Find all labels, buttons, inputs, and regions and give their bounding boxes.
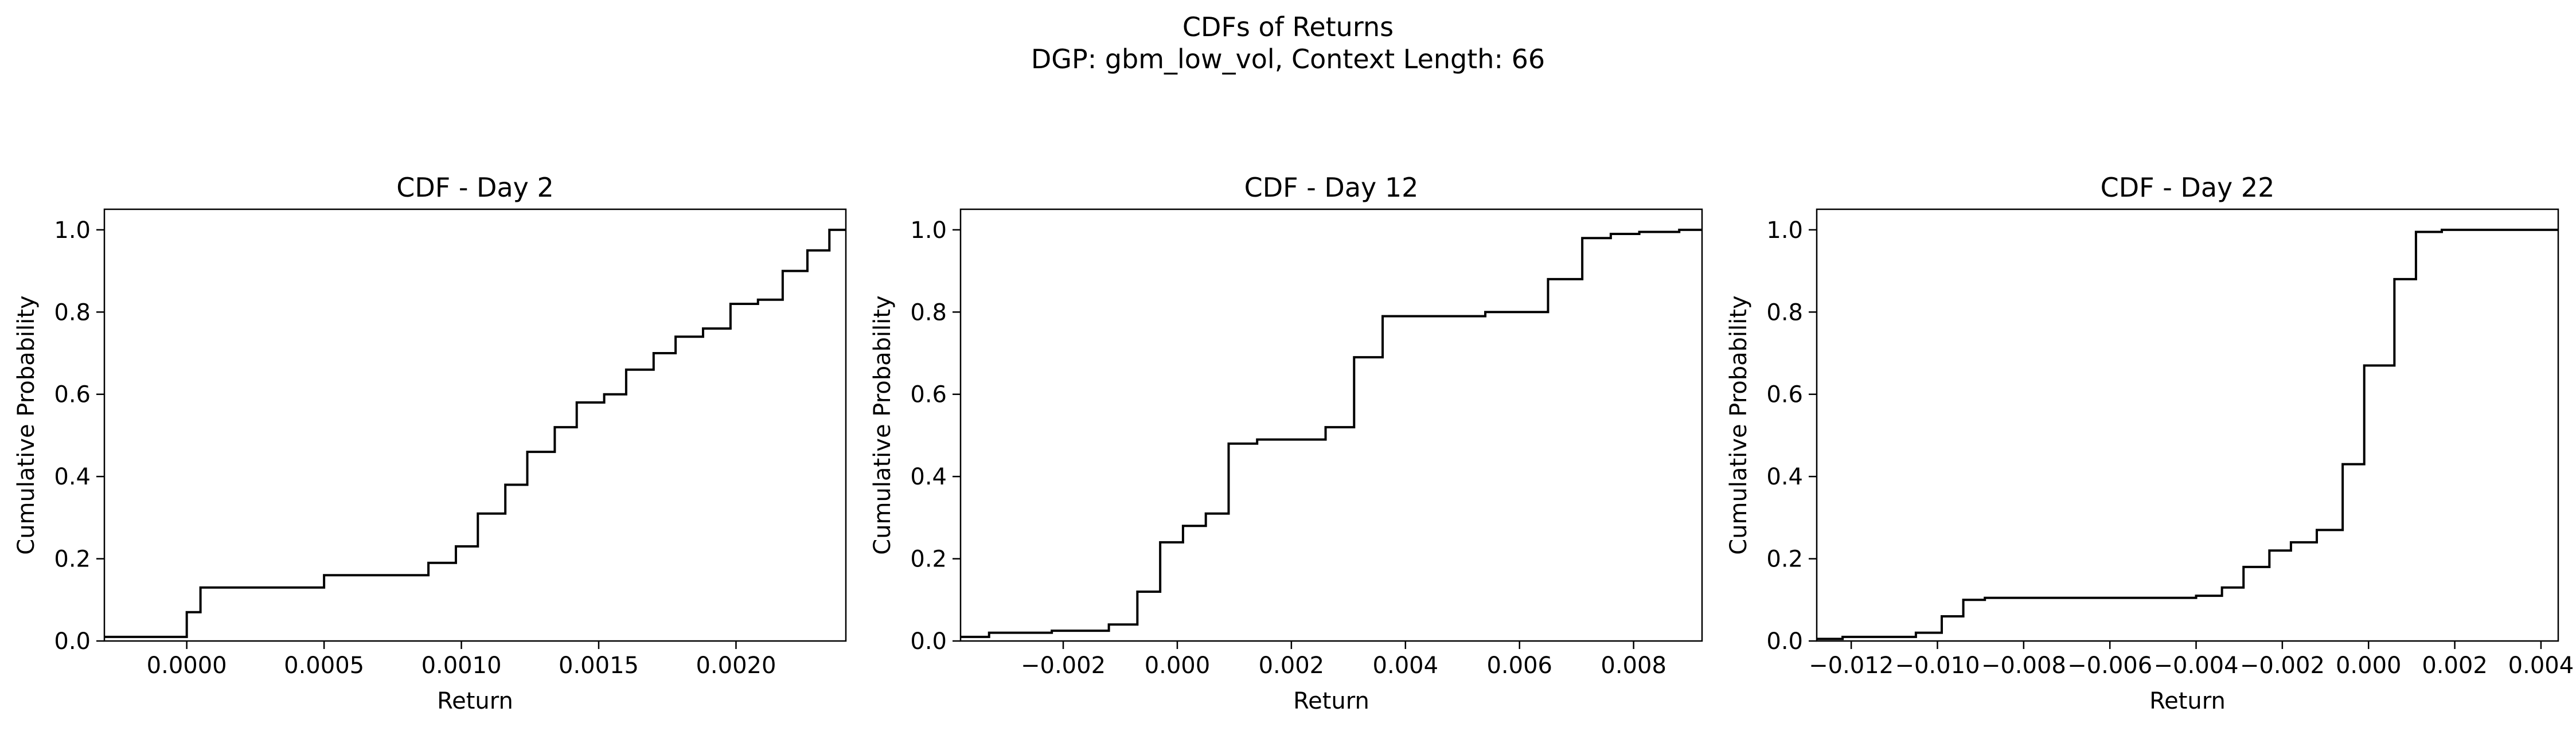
y-tick-label: 0.0 [910,628,947,655]
x-tick-label: 0.002 [2422,652,2488,679]
x-tick-label: −0.012 [1809,652,1894,679]
y-tick-label: 0.0 [54,628,91,655]
x-tick-label: −0.006 [2067,652,2152,679]
x-tick-label: −0.002 [2240,652,2325,679]
chart-title: CDF - Day 2 [396,172,554,203]
x-tick-label: 0.008 [1601,652,1666,679]
chart-title: CDF - Day 22 [2101,172,2275,203]
axes-frame [959,208,1703,642]
x-tick-label: 0.004 [2508,652,2574,679]
x-tick-label: 0.0010 [421,652,502,679]
y-tick-label: 0.6 [910,382,947,408]
x-tick-label: 0.002 [1259,652,1325,679]
y-tick-label: 0.4 [1766,464,1803,490]
x-axis-label: Return [2149,688,2226,714]
y-tick-label: 0.4 [54,464,91,490]
figure-title: CDFs of Returns [1182,11,1394,42]
x-tick-label: −0.002 [1021,652,1106,679]
chart-panel-1: CDF - Day 2 0.0000 0.0005 0.0010 0.0015 0.002… [13,172,847,714]
y-tick-label: 0.8 [54,299,91,326]
cdf-step-line [1817,228,2558,640]
y-tick-label: 1.0 [1766,217,1803,244]
x-tick-label: 0.0005 [284,652,364,679]
chart-panel-3: CDF - Day 22−0.012 −0.010 −0.008 −0.006 −0.0… [1726,172,2574,714]
y-tick-label: 0.2 [1766,546,1803,573]
y-tick-label: 1.0 [910,217,947,244]
y-tick-label: 0.0 [1766,628,1803,655]
x-tick-label: −0.010 [1895,652,1980,679]
x-tick-label: −0.008 [1981,652,2066,679]
figure-subtitle: DGP: gbm_low_vol, Context Length: 66 [1031,44,1545,75]
y-tick-label: 0.8 [1766,299,1803,326]
y-axis-label: Cumulative Probability [1726,295,1752,554]
x-tick-label: 0.000 [2336,652,2402,679]
x-tick-label: 0.0020 [696,652,776,679]
y-axis-label: Cumulative Probability [869,295,896,554]
x-tick-label: −0.004 [2154,652,2239,679]
cdf-step-line [104,228,846,638]
x-tick-label: 0.006 [1486,652,1552,679]
y-tick-label: 0.2 [910,546,947,573]
x-tick-label: 0.0000 [147,652,227,679]
x-tick-label: 0.000 [1145,652,1211,679]
x-axis-label: Return [1293,688,1369,714]
x-tick-label: 0.004 [1373,652,1439,679]
axes-frame [1816,208,2559,642]
chart-title: CDF - Day 12 [1244,172,1419,203]
y-tick-label: 0.6 [54,382,91,408]
y-tick-label: 0.8 [910,299,947,326]
x-axis-label: Return [437,688,513,714]
y-tick-label: 0.4 [910,464,947,490]
y-tick-label: 0.2 [54,546,91,573]
x-tick-label: 0.0015 [559,652,639,679]
cdf-step-line [961,228,1702,638]
chart-panel-2: CDF - Day 12 −0.002 0.000 0.002 0.004 0.006 0.… [869,172,1703,714]
y-tick-label: 0.6 [1766,382,1803,408]
axes-frame [103,208,847,642]
y-axis-label: Cumulative Probability [13,295,40,554]
y-tick-label: 1.0 [54,217,91,244]
